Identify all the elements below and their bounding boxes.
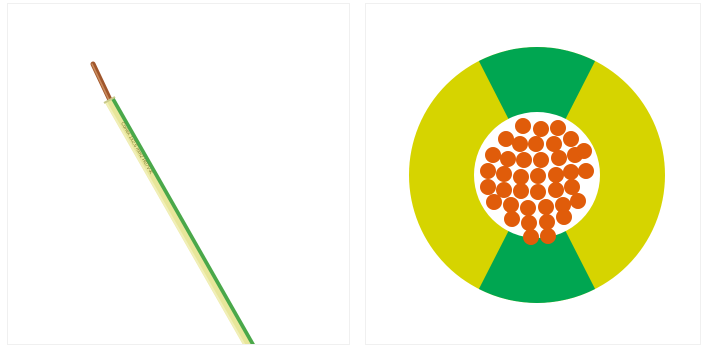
copper-strand <box>496 182 512 198</box>
copper-strand <box>485 147 501 163</box>
cable-cross-section-image <box>409 47 665 303</box>
copper-strand <box>533 121 549 137</box>
copper-strand <box>486 194 502 210</box>
copper-conductor <box>90 61 113 103</box>
copper-strand <box>480 163 496 179</box>
insulation-green-top <box>478 47 596 176</box>
copper-strand <box>504 211 520 227</box>
copper-strand <box>546 136 562 152</box>
wire-insulation <box>104 99 251 344</box>
cross-section-panel <box>365 3 701 345</box>
copper-strand <box>578 163 594 179</box>
wire-image-panel: Conex 1x2,5 mm2 H07V-K <box>7 3 350 345</box>
copper-strand <box>523 229 539 245</box>
copper-strand <box>528 136 544 152</box>
wire-image: Conex 1x2,5 mm2 H07V-K <box>90 61 255 344</box>
copper-strand <box>540 228 556 244</box>
copper-strand <box>555 197 571 213</box>
copper-strand <box>513 169 529 185</box>
copper-strand <box>515 118 531 134</box>
copper-strand <box>516 152 532 168</box>
copper-strand <box>503 197 519 213</box>
copper-strand <box>539 214 555 230</box>
copper-strand <box>538 199 554 215</box>
copper-strand <box>556 209 572 225</box>
copper-strand <box>563 131 579 147</box>
copper-strand <box>496 166 512 182</box>
copper-strand <box>530 184 546 200</box>
copper-strand <box>513 183 529 199</box>
copper-strand <box>530 168 546 184</box>
copper-strand <box>570 193 586 209</box>
copper-strand <box>551 150 567 166</box>
copper-strand <box>548 167 564 183</box>
copper-strand <box>512 136 528 152</box>
copper-strand <box>550 120 566 136</box>
copper-strand <box>576 143 592 159</box>
copper-strand <box>500 151 516 167</box>
copper-strand <box>520 200 536 216</box>
copper-strand <box>564 179 580 195</box>
copper-strand <box>563 164 579 180</box>
copper-strand <box>498 131 514 147</box>
copper-strand <box>480 179 496 195</box>
copper-strand <box>533 152 549 168</box>
wire-print-text: Conex 1x2,5 mm2 H07V-K <box>119 121 154 176</box>
copper-strand <box>548 182 564 198</box>
copper-strand <box>521 215 537 231</box>
